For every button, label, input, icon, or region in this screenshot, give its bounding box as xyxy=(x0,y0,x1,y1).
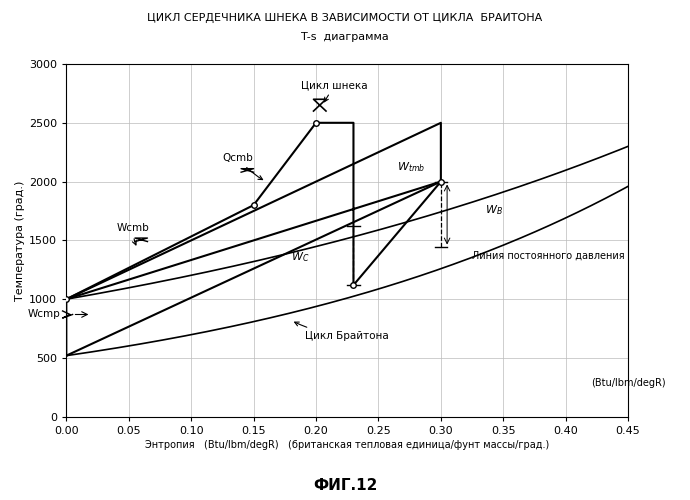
X-axis label: Энтропия   (Btu/lbm/degR)   (британская тепловая единица/фунт массы/град.): Энтропия (Btu/lbm/degR) (британская тепл… xyxy=(145,440,549,450)
Text: Цикл Брайтона: Цикл Брайтона xyxy=(295,322,389,341)
Text: Линия постоянного давления: Линия постоянного давления xyxy=(472,250,624,260)
Text: T-s  диаграмма: T-s диаграмма xyxy=(301,32,389,42)
Text: $W_{tmb}$: $W_{tmb}$ xyxy=(397,160,425,174)
Text: $W_B$: $W_B$ xyxy=(484,203,502,216)
Y-axis label: Температура (град.): Температура (град.) xyxy=(15,180,25,300)
Text: $W_C$: $W_C$ xyxy=(291,250,310,264)
Text: ФИГ.12: ФИГ.12 xyxy=(313,478,377,492)
Text: Qcmb: Qcmb xyxy=(222,153,263,180)
Text: ЦИКЛ СЕРДЕЧНИКА ШНЕКА В ЗАВИСИМОСТИ ОТ ЦИКЛА  БРАИТОНА: ЦИКЛ СЕРДЕЧНИКА ШНЕКА В ЗАВИСИМОСТИ ОТ Ц… xyxy=(148,12,542,22)
Text: (Btu/lbm/degR): (Btu/lbm/degR) xyxy=(591,378,666,388)
Text: Цикл шнека: Цикл шнека xyxy=(302,80,368,102)
Text: Wcmb: Wcmb xyxy=(116,224,149,245)
Text: Wcmp: Wcmp xyxy=(28,310,60,320)
